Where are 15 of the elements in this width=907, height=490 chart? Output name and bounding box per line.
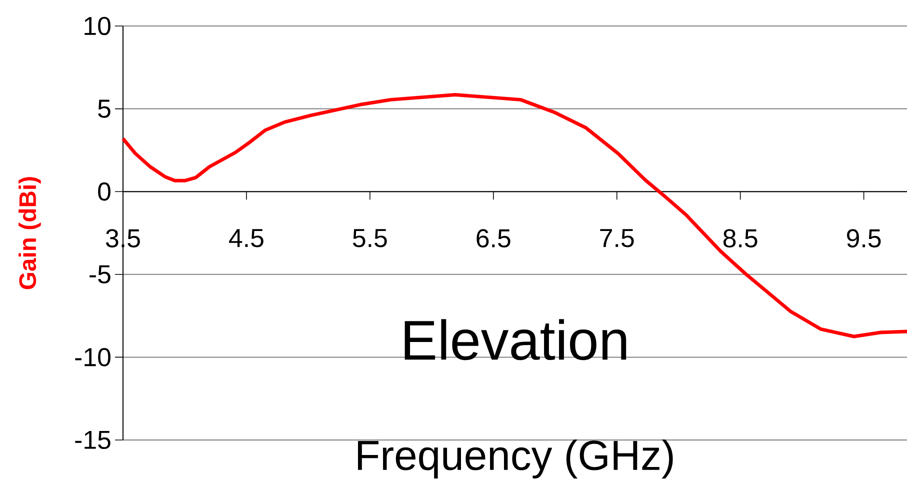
- x-tick-label: 9.5: [847, 229, 881, 248]
- y-tick-label: -15: [75, 430, 110, 450]
- y-tick-label: 5: [98, 100, 110, 118]
- y-axis-title: Gain (dBi): [18, 177, 41, 290]
- y-tick-label: -10: [75, 348, 110, 366]
- y-tick-label: 10: [84, 16, 110, 36]
- text: Elevation: [404, 319, 626, 360]
- x-tick-label: 7.5: [600, 229, 634, 248]
- y-tick-label: -5: [90, 265, 110, 284]
- y-tick-label: 0: [98, 182, 110, 201]
- x-tick-label: 6.5: [476, 229, 510, 248]
- x-tick-label: 8.5: [723, 229, 758, 248]
- x-axis-title: Frequency (GHz): [358, 440, 673, 479]
- x-tick-label: 4.5: [229, 229, 264, 248]
- x-tick-label: 5.5: [352, 229, 387, 248]
